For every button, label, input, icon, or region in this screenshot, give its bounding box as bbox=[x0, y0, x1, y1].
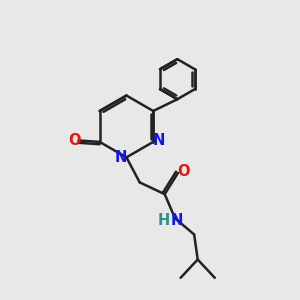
Text: N: N bbox=[152, 133, 165, 148]
Text: H: H bbox=[158, 213, 170, 228]
Text: O: O bbox=[178, 164, 190, 179]
Text: N: N bbox=[115, 150, 127, 165]
Text: N: N bbox=[170, 213, 183, 228]
Text: O: O bbox=[68, 133, 80, 148]
